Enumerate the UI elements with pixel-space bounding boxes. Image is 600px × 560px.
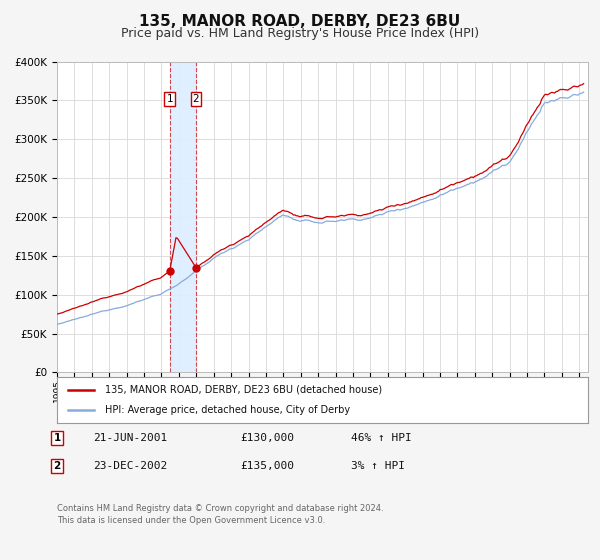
Text: 3% ↑ HPI: 3% ↑ HPI [351,461,405,471]
Text: 135, MANOR ROAD, DERBY, DE23 6BU: 135, MANOR ROAD, DERBY, DE23 6BU [139,14,461,29]
Text: 21-JUN-2001: 21-JUN-2001 [93,433,167,443]
Text: This data is licensed under the Open Government Licence v3.0.: This data is licensed under the Open Gov… [57,516,325,525]
Text: 1: 1 [53,433,61,443]
Text: Contains HM Land Registry data © Crown copyright and database right 2024.: Contains HM Land Registry data © Crown c… [57,504,383,513]
Text: 1: 1 [166,94,173,104]
Text: £130,000: £130,000 [240,433,294,443]
Text: Price paid vs. HM Land Registry's House Price Index (HPI): Price paid vs. HM Land Registry's House … [121,27,479,40]
Text: 23-DEC-2002: 23-DEC-2002 [93,461,167,471]
Text: 46% ↑ HPI: 46% ↑ HPI [351,433,412,443]
Bar [170,62,196,372]
Text: HPI: Average price, detached house, City of Derby: HPI: Average price, detached house, City… [105,405,350,415]
Text: 135, MANOR ROAD, DERBY, DE23 6BU (detached house): 135, MANOR ROAD, DERBY, DE23 6BU (detach… [105,385,382,395]
Text: £135,000: £135,000 [240,461,294,471]
Text: 2: 2 [53,461,61,471]
Text: 2: 2 [193,94,199,104]
